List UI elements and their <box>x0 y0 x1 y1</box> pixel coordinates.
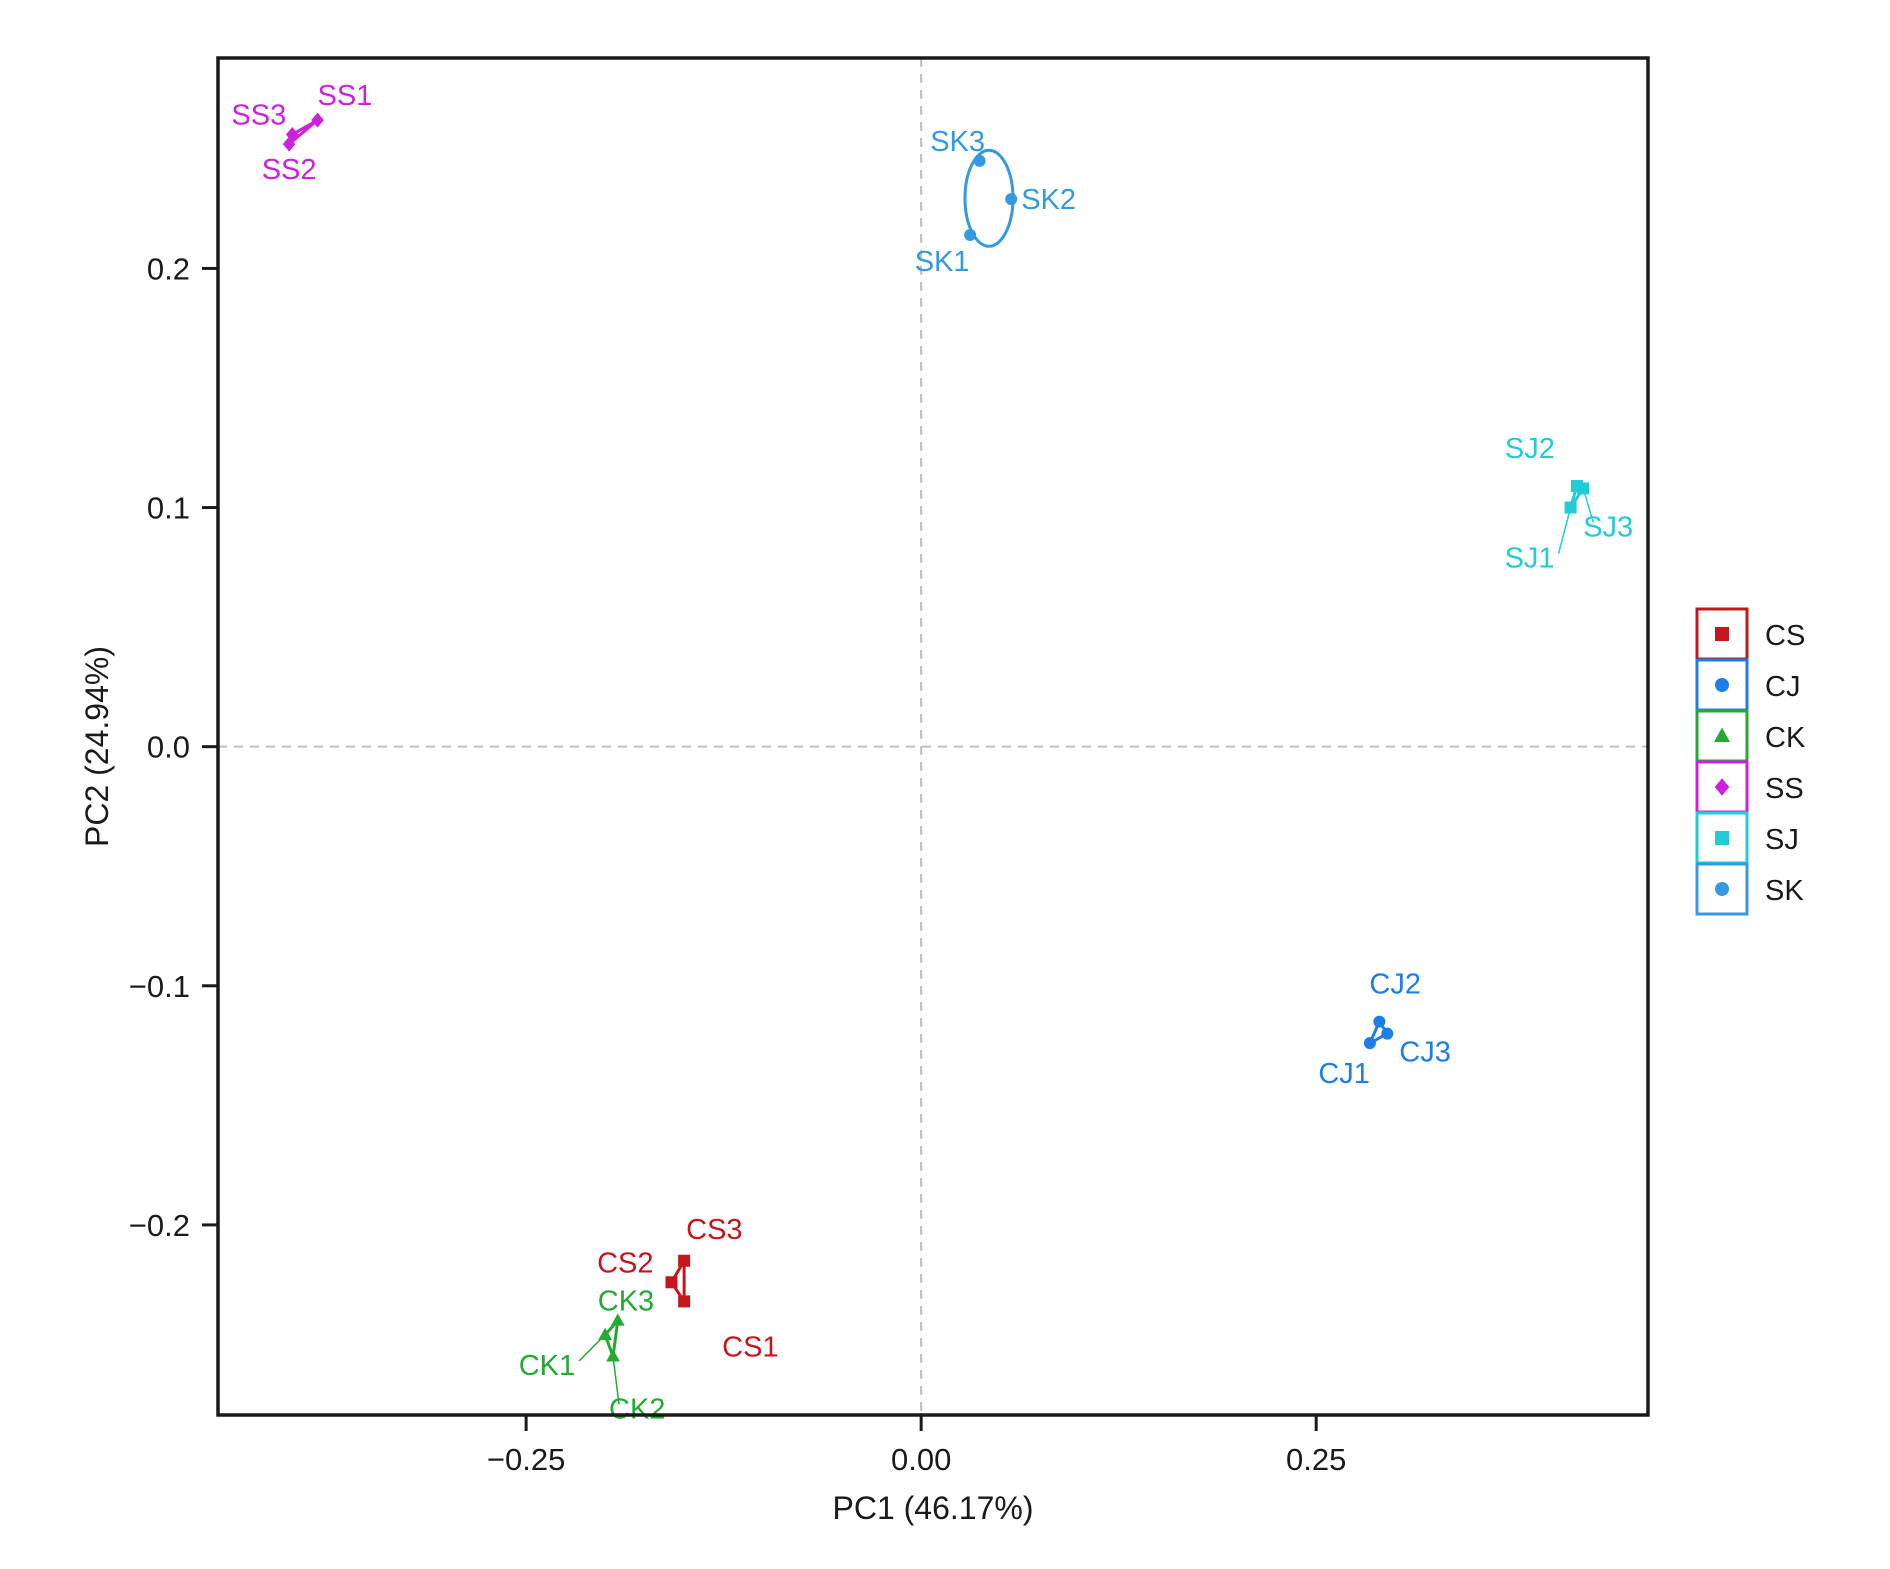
point-label-ck1: CK1 <box>519 1350 575 1382</box>
legend-entry-cs: CS <box>1695 607 1805 661</box>
point-sk1 <box>964 228 977 241</box>
point-label-ck3: CK3 <box>598 1286 654 1318</box>
legend-marker-ss <box>1714 778 1730 796</box>
y-axis: −0.2 −0.1 0.0 0.1 0.2 <box>129 251 218 1243</box>
point-label-cj3: CJ3 <box>1399 1037 1451 1069</box>
legend-marker-sj <box>1715 831 1729 845</box>
legend-marker-cj <box>1715 678 1729 692</box>
y-tick-label: 0.2 <box>147 251 190 286</box>
point-sk3 <box>973 154 986 167</box>
point-label-sj2: SJ2 <box>1505 433 1555 465</box>
point-ck1 <box>598 1327 613 1340</box>
group-ellipses <box>287 118 1585 1358</box>
data-points <box>282 112 1590 1362</box>
point-cj1 <box>1363 1037 1376 1050</box>
legend-label-ss: SS <box>1765 773 1804 805</box>
legend-entry-cj: CJ <box>1695 658 1800 712</box>
point-label-ss2: SS2 <box>262 154 317 186</box>
legend: CS CJ CK SS SJ SK <box>1695 607 1806 916</box>
plot-frame <box>216 56 1650 1417</box>
legend-label-sk: SK <box>1765 875 1804 907</box>
point-cj2 <box>1373 1015 1386 1028</box>
ellipse-ck <box>603 1319 620 1358</box>
legend-marker-sk <box>1715 882 1729 896</box>
point-cj3 <box>1381 1027 1394 1040</box>
point-ss3 <box>285 127 299 143</box>
point-sj1 <box>1564 501 1577 514</box>
point-label-ss1: SS1 <box>318 80 373 112</box>
point-label-cj2: CJ2 <box>1369 969 1421 1001</box>
y-tick-label: 0.0 <box>147 730 190 765</box>
point-sj3 <box>1577 482 1590 495</box>
point-label-sj1: SJ1 <box>1505 543 1555 575</box>
y-tick-label: −0.2 <box>129 1208 190 1243</box>
y-tick-label: 0.1 <box>147 491 190 526</box>
x-tick-label: −0.25 <box>487 1442 565 1477</box>
x-tick-label: 0.25 <box>1286 1442 1346 1477</box>
point-label-sk2: SK2 <box>1021 184 1076 216</box>
point-cs1 <box>678 1295 691 1308</box>
ellipse-cj <box>1368 1020 1389 1045</box>
ellipse-cs <box>669 1259 686 1303</box>
point-label-cs2: CS2 <box>597 1247 653 1279</box>
point-cs3 <box>678 1254 691 1267</box>
legend-marker-cs <box>1715 627 1729 641</box>
x-tick-label: 0.00 <box>891 1442 951 1477</box>
legend-label-ck: CK <box>1765 722 1806 754</box>
x-axis: −0.25 0.00 0.25 <box>487 1415 1346 1477</box>
point-label-sj3: SJ3 <box>1583 511 1633 543</box>
point-label-ck2: CK2 <box>609 1393 665 1425</box>
point-labels: CS1 CS2 CS3 CJ1 CJ2 CJ3 CK1 CK2 CK3 SS1 SS2 SS3 SJ1 S… <box>231 80 1633 1425</box>
point-label-ss3: SS3 <box>231 100 286 132</box>
leader-ck2 <box>612 1356 620 1405</box>
legend-entry-sk: SK <box>1695 862 1804 916</box>
legend-entry-sj: SJ <box>1695 811 1799 865</box>
point-ck2 <box>606 1349 620 1362</box>
legend-marker-ck <box>1713 727 1731 742</box>
point-ck3 <box>610 1313 625 1326</box>
leader-sj1 <box>1557 507 1572 554</box>
y-tick-label: −0.1 <box>129 969 190 1004</box>
reference-lines <box>218 58 1648 1415</box>
point-label-sk3: SK3 <box>930 126 985 158</box>
label-leader-lines <box>578 488 1594 1405</box>
point-label-cs1: CS1 <box>722 1331 778 1363</box>
point-label-cj1: CJ1 <box>1318 1058 1370 1090</box>
point-label-sk1: SK1 <box>915 246 970 278</box>
point-ss1 <box>311 112 324 128</box>
legend-label-sj: SJ <box>1765 824 1799 856</box>
point-label-cs3: CS3 <box>686 1214 742 1246</box>
legend-entry-ss: SS <box>1695 760 1804 814</box>
point-cs2 <box>665 1276 678 1289</box>
x-axis-title: PC1 (46.17%) <box>833 1490 1034 1526</box>
legend-label-cs: CS <box>1765 620 1805 652</box>
y-axis-title: PC2 (24.94%) <box>79 646 115 847</box>
legend-key-sk <box>1695 862 1749 916</box>
legend-entry-ck: CK <box>1695 709 1806 763</box>
point-sk2 <box>1005 193 1018 206</box>
legend-label-cj: CJ <box>1765 671 1800 703</box>
